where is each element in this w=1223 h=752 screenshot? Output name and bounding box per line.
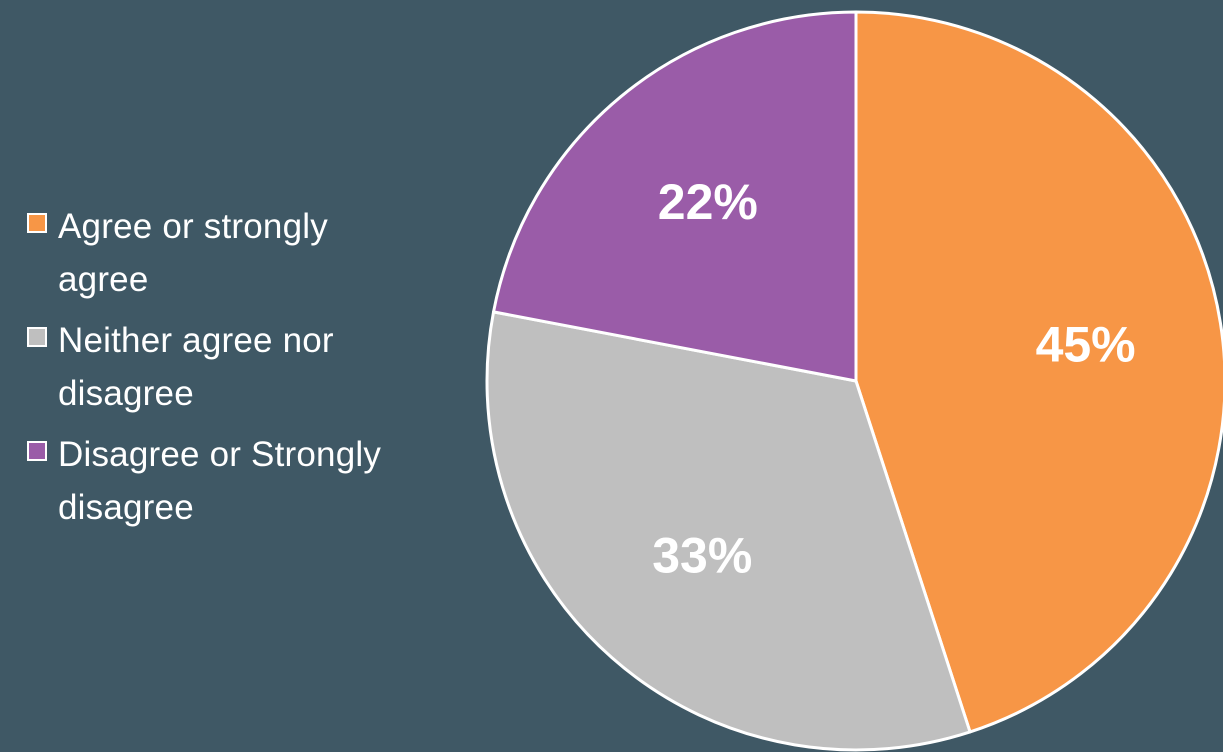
legend-label-neither: Neither agree nor disagree: [58, 321, 334, 413]
pie-value-label-agree: 45%: [1036, 317, 1136, 373]
chart-legend: Agree or strongly agree Neither agree no…: [27, 200, 427, 542]
legend-item-agree: Agree or strongly agree: [27, 200, 427, 306]
legend-item-neither: Neither agree nor disagree: [27, 314, 427, 420]
legend-swatch-disagree: [27, 441, 47, 461]
pie-slices: [485, 10, 1223, 752]
legend-label-disagree: Disagree or Strongly disagree: [58, 435, 382, 527]
legend-label-agree: Agree or strongly agree: [58, 207, 328, 299]
pie-value-label-neither: 33%: [652, 527, 752, 583]
legend-item-disagree: Disagree or Strongly disagree: [27, 428, 427, 534]
pie-value-labels: 45% 33% 22%: [652, 174, 1135, 583]
pie-slice-disagree: [492, 10, 858, 383]
legend-swatch-neither: [27, 327, 47, 347]
pie-slice-agree: [854, 10, 1223, 734]
pie-value-label-disagree: 22%: [658, 174, 758, 230]
pie-slice-neither: [485, 310, 972, 752]
legend-swatch-agree: [27, 213, 47, 233]
